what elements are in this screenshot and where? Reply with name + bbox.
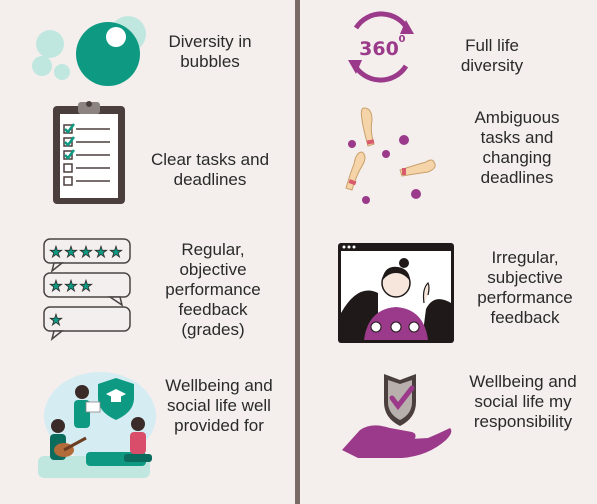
campus-life-illustration-icon — [38, 372, 156, 478]
video-call-person-icon — [338, 243, 454, 343]
svg-text:★: ★ — [79, 277, 92, 295]
label-wellbeing-responsibility: Wellbeing and social life my responsibil… — [469, 372, 577, 431]
svg-text:★: ★ — [64, 243, 77, 261]
svg-text:★: ★ — [109, 243, 122, 261]
juggling-pins-icon — [345, 107, 436, 204]
center-divider — [295, 0, 300, 504]
label-irregular-feedback: Irregular, subjective performance feedba… — [477, 248, 573, 327]
star-rating-speech-bubbles-icon: ★ ★ ★ ★ ★ ★ ★ ★ ★ — [43, 238, 131, 341]
svg-text:★: ★ — [49, 277, 62, 295]
label-diversity-in-bubbles: Diversity in bubbles — [168, 32, 252, 71]
label-wellbeing-provided: Wellbeing and social life well provided … — [165, 376, 273, 435]
label-ambiguous-tasks: Ambiguous tasks and changing deadlines — [474, 108, 560, 187]
svg-text:★: ★ — [64, 277, 77, 295]
label-clear-tasks: Clear tasks and deadlines — [150, 150, 270, 189]
svg-text:★: ★ — [49, 311, 62, 329]
bubbles-icon — [32, 16, 146, 86]
label-regular-feedback: Regular, objective performance feedback … — [165, 240, 261, 339]
360-degree-icon: 360 0 — [348, 11, 414, 83]
svg-text:★: ★ — [49, 243, 62, 261]
clipboard-checklist-icon — [53, 101, 125, 204]
hand-shield-check-icon — [342, 374, 452, 458]
svg-text:★: ★ — [94, 243, 107, 261]
svg-text:0: 0 — [399, 34, 406, 45]
svg-text:360: 360 — [359, 38, 399, 60]
svg-text:★: ★ — [79, 243, 92, 261]
label-full-life-diversity: Full life diversity — [460, 36, 524, 75]
